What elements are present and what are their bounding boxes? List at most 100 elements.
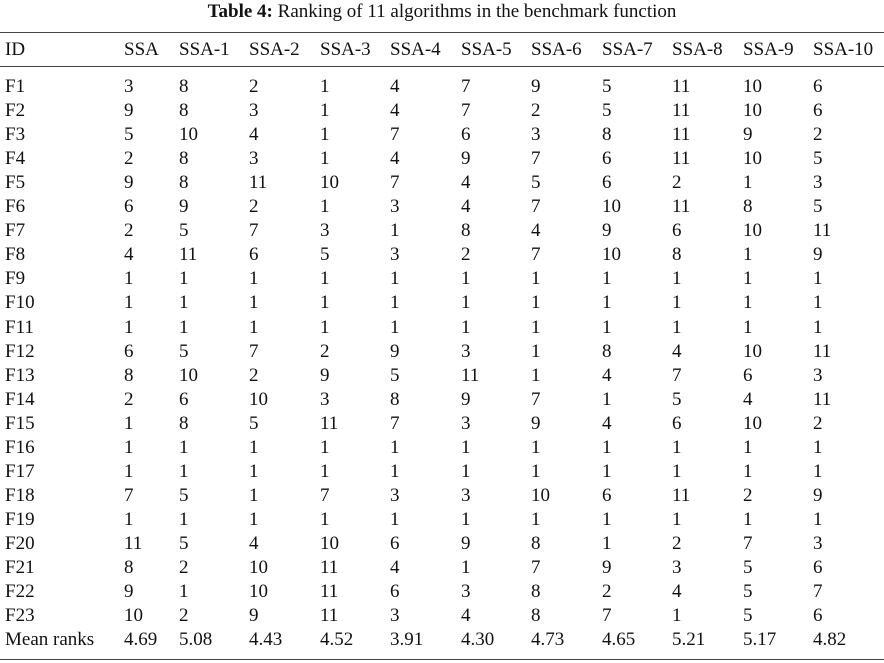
cell: 7 [531,148,541,170]
cell: 5.17 [743,629,777,651]
cell: 11 [672,100,691,122]
cell: 1 [320,436,330,458]
cell: 1 [179,581,189,603]
cell: 11 [461,364,480,386]
cell: 4 [602,412,612,434]
cell: 1 [320,316,330,338]
cell: 1 [179,292,189,314]
cell: 10 [602,244,621,266]
cell: 1 [531,340,541,362]
cell: 5 [531,172,541,194]
cell: 11 [813,388,832,410]
row-label: F21 [5,557,35,578]
cell: 8 [179,76,189,97]
cell: 3.91 [390,629,424,651]
cell: 8 [179,148,189,170]
cell: 8 [461,220,471,242]
cell: 1 [124,316,134,338]
cell: 11 [813,220,832,242]
cell: 8 [602,124,612,146]
cell: 9 [531,76,541,97]
cell: 8 [743,196,753,218]
cell: 1 [249,316,259,338]
cell: 1 [743,508,753,530]
cell: 1 [461,268,471,290]
cell: 1 [813,508,823,530]
cell: 4 [602,364,612,386]
cell: 1 [179,316,189,338]
cell: 1 [390,292,400,314]
cell: 1 [531,316,541,338]
cell: 9 [249,605,259,627]
cell: 3 [390,196,400,218]
row-label: F4 [5,148,26,170]
cell: 9 [602,557,612,578]
cell: 1 [743,316,753,338]
cell: 7 [813,581,823,603]
cell: 5 [124,124,134,146]
cell: 6 [390,581,400,603]
cell: 3 [249,148,259,170]
cell: 8 [531,605,541,627]
cell: 4 [743,388,753,410]
cell: 10 [743,148,762,170]
cell: 10 [743,100,762,122]
cell: 7 [531,388,541,410]
cell: 11 [672,148,691,170]
cell: 9 [602,220,612,242]
cell: 7 [390,124,400,146]
cell: 2 [813,412,823,434]
cell: 3 [461,581,471,603]
cell: 5 [743,557,753,578]
cell: 10 [179,364,198,386]
cell: 6 [813,557,823,578]
row-label: F3 [5,124,26,146]
cell: 5 [602,76,612,97]
table-caption: Table 4: Ranking of 11 algorithms in the… [0,1,884,23]
cell: 1 [531,460,541,482]
cell: 1 [531,508,541,530]
cell: 2 [179,605,189,627]
cell: 1 [602,316,612,338]
cell: 5 [813,196,823,218]
header-cell: SSA-6 [531,39,582,60]
cell: 2 [249,364,259,386]
cell: 1 [672,436,682,458]
header-cell: SSA-1 [179,39,230,60]
cell: 4 [672,340,682,362]
cell: 9 [320,364,330,386]
cell: 4 [461,605,471,627]
cell: 11 [813,340,832,362]
cell: 4.52 [320,629,354,651]
header-cell: SSA-3 [320,39,371,60]
cell: 8 [179,412,189,434]
cell: 10 [743,340,762,362]
cell: 8 [124,557,134,578]
cell: 2 [743,484,753,506]
row-label: F7 [5,220,26,242]
cell: 1 [124,292,134,314]
cell: 9 [461,532,471,554]
cell: 10 [743,412,762,434]
cell: 10 [320,172,339,194]
cell: 4 [390,100,400,122]
header-cell: SSA-5 [461,39,512,60]
cell: 2 [320,340,330,362]
cell: 7 [320,484,330,506]
header-cell: SSA-10 [813,39,874,60]
cell: 1 [743,244,753,266]
cell: 9 [461,148,471,170]
cell: 1 [461,316,471,338]
cell: 9 [743,124,753,146]
cell: 8 [602,340,612,362]
cell: 1 [249,292,259,314]
cell: 1 [531,268,541,290]
cell: 1 [813,268,823,290]
cell: 6 [813,605,823,627]
cell: 10 [179,124,198,146]
cell: 3 [320,388,330,410]
cell: 2 [249,76,259,97]
cell: 5 [179,532,189,554]
row-label: F19 [5,508,35,530]
cell: 1 [813,436,823,458]
